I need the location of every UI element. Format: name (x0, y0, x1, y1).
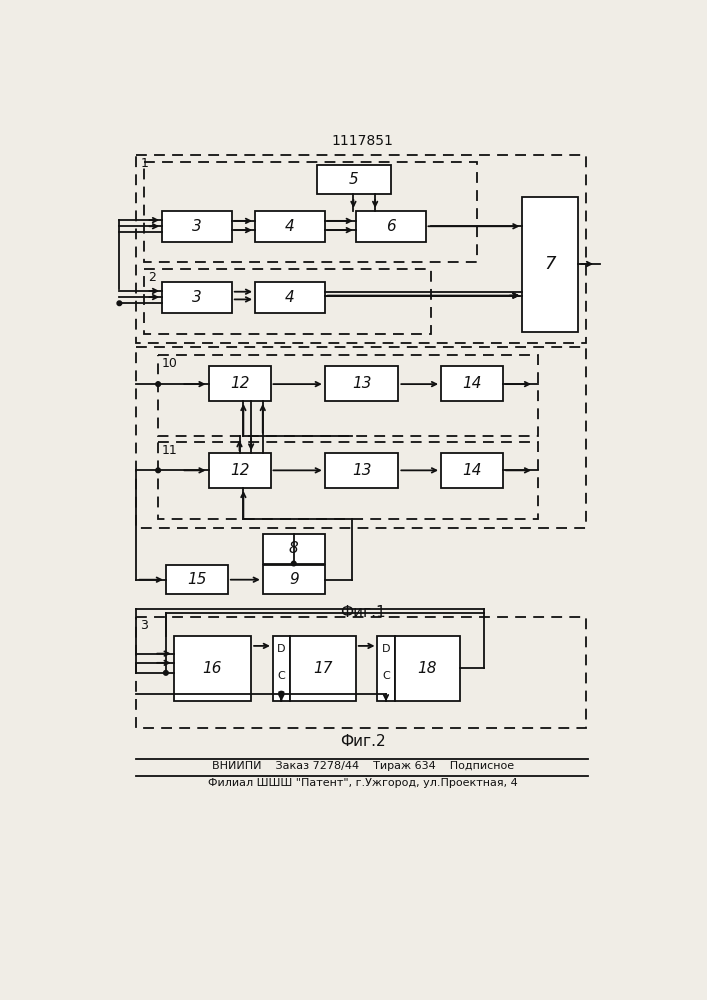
Bar (158, 442, 538, 519)
Bar (144, 269, 431, 334)
Text: 5: 5 (349, 172, 358, 187)
Bar (263, 534, 325, 564)
Text: Фиг.1: Фиг.1 (340, 605, 385, 620)
Circle shape (163, 671, 168, 675)
Bar (162, 282, 232, 312)
Text: 10: 10 (162, 357, 178, 370)
Text: C: C (277, 671, 285, 681)
Bar (174, 636, 251, 701)
Text: 3: 3 (192, 219, 201, 234)
Bar (317, 165, 391, 194)
Bar (441, 453, 503, 488)
Bar (136, 617, 586, 728)
Circle shape (156, 468, 160, 473)
Circle shape (279, 691, 284, 696)
Circle shape (291, 561, 296, 566)
Bar (255, 282, 325, 312)
Circle shape (117, 301, 122, 306)
Bar (209, 453, 271, 488)
Text: ВНИИПИ    Заказ 7278/44    Тираж 634    Подписное: ВНИИПИ Заказ 7278/44 Тираж 634 Подписное (211, 761, 514, 771)
Text: 14: 14 (462, 463, 481, 478)
Text: 16: 16 (203, 661, 222, 676)
Text: D: D (277, 644, 286, 654)
Bar (158, 355, 538, 436)
Bar (136, 347, 586, 528)
Text: Филиал ШШШ "Патент", г.Ужгород, ул.Проектная, 4: Филиал ШШШ "Патент", г.Ужгород, ул.Проек… (208, 778, 518, 788)
Text: 3: 3 (192, 290, 201, 305)
Bar (144, 162, 477, 262)
Text: 17: 17 (313, 661, 332, 676)
Text: D: D (382, 644, 390, 654)
Text: 8: 8 (289, 541, 298, 556)
Text: 3: 3 (140, 619, 148, 632)
Text: 15: 15 (187, 572, 206, 587)
Circle shape (156, 382, 160, 386)
Text: 1117851: 1117851 (332, 134, 394, 148)
Text: 14: 14 (462, 376, 481, 391)
Bar (395, 636, 460, 701)
Bar (290, 636, 356, 701)
Bar (255, 211, 325, 242)
Bar (325, 366, 398, 401)
Text: 18: 18 (418, 661, 437, 676)
Text: Фиг.2: Фиг.2 (340, 734, 385, 749)
Bar (325, 453, 398, 488)
Text: 12: 12 (230, 463, 250, 478)
Text: 2: 2 (148, 271, 156, 284)
Bar (441, 366, 503, 401)
Bar (522, 197, 578, 332)
Text: 7: 7 (544, 255, 556, 273)
Bar (263, 565, 325, 594)
Bar (136, 155, 586, 343)
Text: C: C (382, 671, 390, 681)
Text: 6: 6 (386, 219, 395, 234)
Text: 1: 1 (140, 157, 148, 170)
Bar (356, 211, 426, 242)
Bar (378, 636, 395, 701)
Text: 9: 9 (289, 572, 298, 587)
Bar (209, 366, 271, 401)
Text: 12: 12 (230, 376, 250, 391)
Text: 4: 4 (285, 219, 295, 234)
Text: 13: 13 (352, 463, 371, 478)
Bar (166, 565, 228, 594)
Bar (162, 211, 232, 242)
Bar (273, 636, 290, 701)
Text: 4: 4 (285, 290, 295, 305)
Text: 13: 13 (352, 376, 371, 391)
Text: 11: 11 (162, 444, 177, 457)
